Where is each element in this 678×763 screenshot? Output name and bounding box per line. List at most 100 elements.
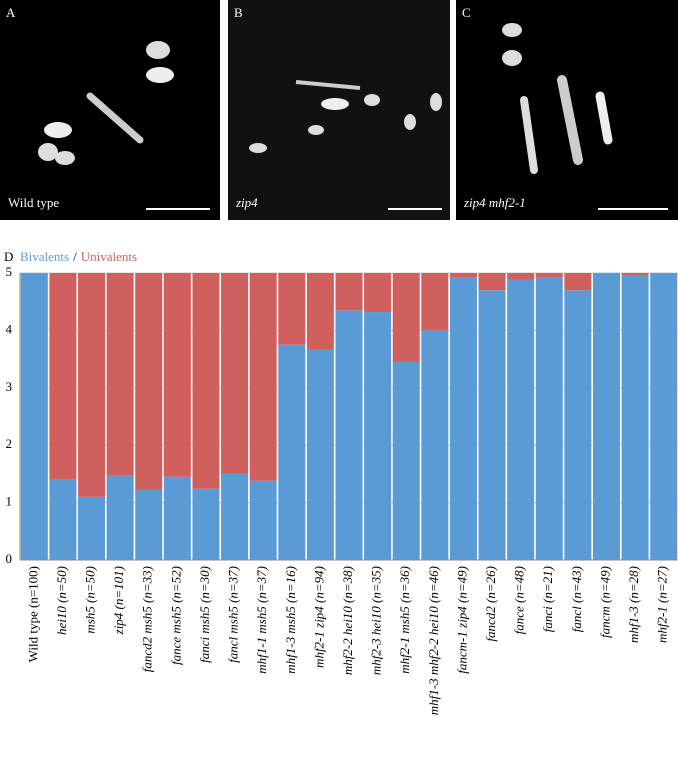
bar-segment: [306, 273, 334, 350]
x-tick-label: fancd2 (n=26): [483, 566, 498, 642]
bar-segment: [507, 273, 535, 280]
x-tick-label: mhf2-3 hei10 (n=35): [369, 566, 384, 675]
panel-letter: D: [4, 249, 13, 264]
panel-a: A Wild type: [0, 0, 220, 220]
micrograph: [228, 0, 450, 220]
bar-segment: [106, 273, 134, 476]
chromosome: [308, 125, 324, 135]
chromosome: [502, 50, 522, 66]
bar-segment: [49, 273, 77, 480]
bar-segment: [78, 273, 106, 497]
bar-segment: [249, 480, 277, 560]
x-tick-label: fancm (n=49): [597, 566, 612, 638]
chromosome: [38, 143, 58, 161]
x-tick-label: hei10 (n=50): [54, 566, 69, 635]
x-tick-label: mhf2-2 hei10 (n=38): [340, 566, 355, 675]
bar-segment: [278, 344, 306, 560]
bar-segment: [507, 279, 535, 560]
bar-segment: [421, 330, 449, 560]
panel-b: B zip4: [228, 0, 450, 220]
panel-caption: Wild type: [8, 195, 59, 210]
bar-segment: [335, 273, 363, 311]
chromosome: [595, 91, 613, 145]
chromosome: [249, 143, 267, 153]
bar-segment: [106, 475, 134, 560]
bar-segment: [535, 277, 563, 560]
bar-segment: [364, 312, 392, 560]
y-tick-label: 1: [6, 494, 13, 509]
bar-segment: [192, 273, 220, 489]
bar-segment: [392, 273, 420, 362]
y-tick-label: 5: [6, 264, 13, 279]
x-tick-label: fancl (n=43): [569, 566, 584, 632]
chromosome: [146, 41, 170, 59]
bar-segment: [78, 496, 106, 560]
x-tick-label: mhf2-1 (n=27): [655, 566, 670, 643]
legend-entry: Univalents: [81, 249, 137, 264]
chromosome: [430, 93, 442, 111]
bar-segment: [564, 273, 592, 291]
bar-segment: [49, 479, 77, 560]
x-tick-label: mhf1-3 msh5 (n=16): [283, 566, 298, 674]
bar-segment: [335, 310, 363, 560]
panel-caption: zip4: [235, 195, 258, 210]
bar-segment: [592, 273, 620, 560]
x-tick-label: fance (n=48): [512, 566, 527, 634]
x-tick-label: mhf2-1 zip4 (n=94): [311, 566, 326, 668]
bar-segment: [621, 273, 649, 276]
bar-segment: [392, 361, 420, 560]
bar-segment: [564, 290, 592, 560]
x-tick-label: mhf2-1 msh5 (n=36): [397, 566, 412, 674]
chromosome: [404, 114, 416, 130]
bar-segment: [221, 273, 249, 474]
bar-segment: [221, 473, 249, 560]
bar-segment: [478, 273, 506, 291]
x-tick-label: fance msh5 (n=52): [168, 566, 183, 665]
bar-segment: [364, 273, 392, 313]
x-tick-label: fancl msh5 (n=37): [226, 566, 241, 663]
bar-segment: [650, 273, 678, 560]
bar-segment: [135, 273, 163, 490]
x-tick-label: mhf1-3 mhf2-2 hei10 (n=46): [426, 566, 441, 715]
bar-segment: [163, 273, 191, 477]
x-tick-label: fanci (n=21): [540, 566, 555, 632]
chromosome: [44, 122, 72, 138]
panel-letter: B: [234, 5, 243, 20]
chromosome: [321, 98, 349, 110]
bar-segment: [20, 273, 48, 560]
bar-segment: [478, 290, 506, 560]
x-tick-label: zip4 (n=101): [111, 566, 126, 635]
bar-segment: [449, 273, 477, 278]
bar-segment: [135, 489, 163, 560]
bar-segment: [449, 277, 477, 560]
panel-letter: A: [6, 5, 16, 20]
y-tick-label: 3: [6, 379, 13, 394]
x-tick-label: mhf1-3 (n=28): [626, 566, 641, 643]
chromosome: [146, 67, 174, 83]
bar-segment: [306, 349, 334, 560]
chromosome: [295, 80, 361, 90]
bar-segment: [621, 275, 649, 560]
bar-segment: [163, 476, 191, 560]
panel-caption: zip4 mhf2-1: [463, 195, 526, 210]
x-tick-label: mhf1-1 msh5 (n=37): [254, 566, 269, 674]
legend-separator: /: [73, 249, 77, 264]
chromosome: [86, 92, 144, 144]
chromosome: [557, 75, 583, 165]
bar-segment: [535, 273, 563, 278]
legend-entry: Bivalents: [20, 249, 69, 264]
chromosome: [364, 94, 380, 106]
panel-letter: C: [462, 5, 471, 20]
x-tick-label: fancd2 msh5 (n=33): [140, 566, 155, 672]
y-tick-label: 0: [6, 551, 13, 566]
y-tick-label: 4: [6, 321, 13, 336]
panel-c: C zip4 mhf2-1: [456, 0, 678, 220]
bar-segment: [421, 273, 449, 331]
chromosome: [55, 151, 75, 165]
y-tick-label: 2: [6, 436, 13, 451]
bar-segment: [192, 488, 220, 560]
x-tick-label: Wild type (n=100): [25, 566, 40, 662]
chromosome: [502, 23, 522, 37]
